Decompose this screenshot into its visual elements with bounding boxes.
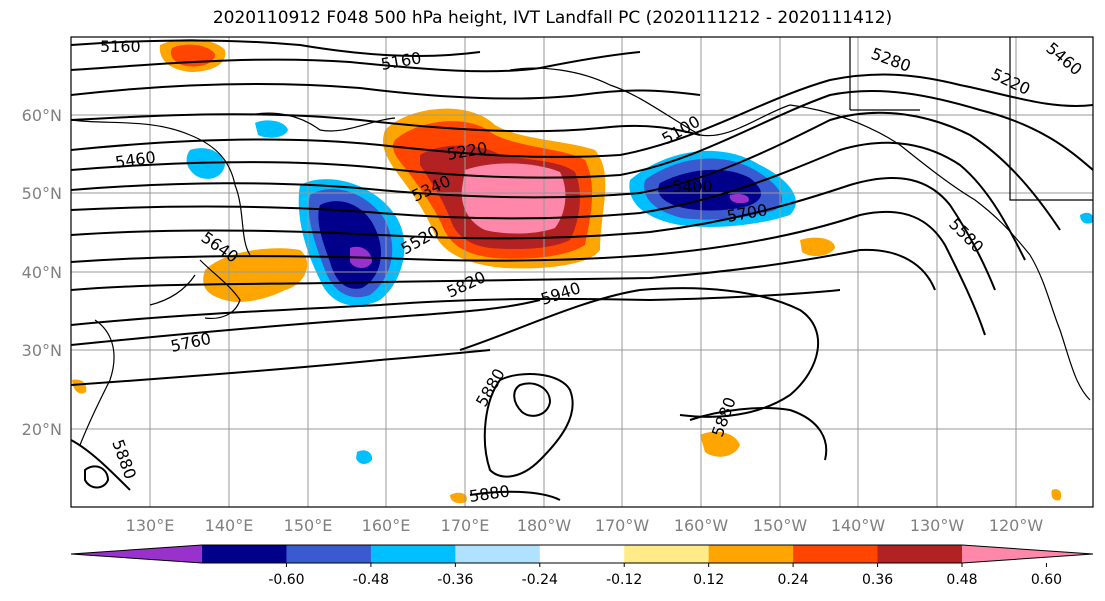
- lon-label: 130°E: [126, 516, 175, 535]
- colorbar-segment: [455, 545, 541, 563]
- lat-label: 30°N: [22, 341, 62, 360]
- colorbar-segment: [793, 545, 879, 563]
- colorbar-segment: [708, 545, 794, 563]
- colorbar-tick-label: 0.36: [862, 572, 893, 588]
- colorbar-outline: [70, 544, 1094, 564]
- lon-label: 130°W: [910, 516, 965, 535]
- colorbar-arrow-max: [962, 545, 1093, 563]
- colorbar-segment: [624, 545, 710, 563]
- longitude-labels: 130°E 140°E 150°E 160°E 170°E 180°W 170°…: [126, 516, 1044, 535]
- contour-5160: [71, 39, 481, 57]
- colorbar: -0.60 -0.48 -0.36 -0.24 -0.12 0.12 0.24 0.36 0.4…: [70, 544, 1094, 588]
- colorbar-tick-label: 0.48: [946, 572, 977, 588]
- colorbar-segment: [877, 545, 963, 563]
- lon-label: 160°E: [362, 516, 411, 535]
- lon-label: 150°W: [753, 516, 808, 535]
- lon-label: 140°W: [831, 516, 886, 535]
- colorbar-segment: [202, 545, 287, 563]
- colorbar-tick-label: -0.24: [522, 572, 558, 588]
- colorbar-segment: [370, 545, 456, 563]
- lon-label: 170°E: [441, 516, 490, 535]
- colorbar-segment: [539, 545, 625, 563]
- lon-label: 180°W: [517, 516, 572, 535]
- coastlines: [71, 37, 1093, 446]
- colorbar-segment: [286, 545, 372, 563]
- lon-label: 160°W: [674, 516, 729, 535]
- contour-5880-loop: [483, 373, 574, 478]
- colorbar-tick-label: 0.24: [778, 572, 809, 588]
- colorbar-tick-label: 0.12: [693, 572, 724, 588]
- ivt-shading: [72, 38, 1093, 504]
- height-contours: [71, 39, 1093, 501]
- lat-label: 60°N: [22, 106, 62, 125]
- map-title: 2020110912 F048 500 hPa height, IVT Land…: [212, 8, 893, 28]
- contour-label: 5160: [100, 37, 141, 56]
- lon-label: 140°E: [205, 516, 254, 535]
- colorbar-tick-label: -0.12: [606, 572, 642, 588]
- colorbar-tick-label: 0.60: [1031, 572, 1062, 588]
- colorbar-arrow-min: [71, 545, 202, 563]
- contour-5760: [71, 299, 541, 346]
- lat-label: 50°N: [22, 184, 62, 203]
- contour-5940: [459, 287, 819, 418]
- colorbar-tick-label: -0.60: [268, 572, 304, 588]
- lon-label: 170°W: [595, 516, 650, 535]
- colorbar-tick-label: -0.36: [437, 572, 473, 588]
- lon-label: 120°W: [989, 516, 1044, 535]
- latitude-labels: 60°N 50°N 40°N 30°N 20°N: [22, 106, 62, 439]
- contour-label: 5400: [672, 177, 713, 196]
- lon-label: 150°E: [284, 516, 333, 535]
- lat-label: 20°N: [22, 420, 62, 439]
- lat-label: 40°N: [22, 263, 62, 282]
- colorbar-tick-label: -0.48: [353, 572, 389, 588]
- map-frame: [70, 36, 1094, 508]
